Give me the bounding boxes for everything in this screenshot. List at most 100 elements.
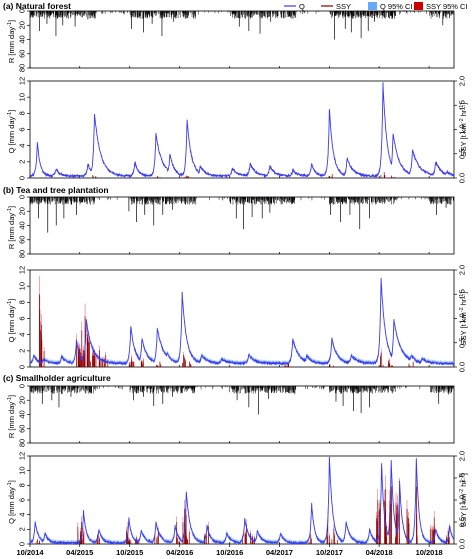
x-tick-label: 04/2015	[66, 548, 93, 557]
panel-a-ssy-bars	[29, 172, 430, 178]
panel-b-q-line	[29, 278, 455, 367]
q-tick-label: 12	[18, 266, 27, 274]
rain-tick-label: 20	[18, 207, 27, 215]
ssy-tick-label: 0.0	[458, 539, 467, 549]
rain-tick-label: 0	[18, 195, 27, 199]
q-tick-label: 4	[18, 333, 27, 337]
q-tick-label: 6	[18, 498, 27, 502]
panel-c-rain-axis: 0 20 40 60 80R [mm day-1]	[7, 384, 30, 447]
q-tick-label: 12	[18, 77, 27, 85]
q-tick-label: 4	[18, 513, 27, 517]
rain-tick-label: 80	[18, 64, 27, 72]
q-tick-label: 8	[18, 483, 27, 487]
panel-c-ssy-axis: 0.0 0.5 1.0 1.5 2.0 SSY [t km-2 hr-1]	[454, 451, 468, 549]
panel-b-rain-axis: 0 20 40 60 80R [mm day-1]	[7, 195, 30, 258]
q-tick-label: 4	[18, 144, 27, 148]
panel-c-rain-frame	[29, 385, 455, 444]
legend-ssy-label: SSY	[336, 2, 351, 11]
panel-c-q-axis: 0 2 4 6 8 10 12 Q [mm day-1]	[7, 452, 30, 546]
q-axis-label: Q [mm day-1]	[7, 480, 16, 524]
panel-a-q-line	[29, 82, 455, 179]
panel-b-q-axis: 0 2 4 6 8 10 12 Q [mm day-1]	[7, 266, 30, 369]
panel-b-ci	[30, 275, 454, 366]
ssy-tick-label: 0.5	[458, 338, 467, 348]
q-tick-label: 10	[18, 466, 27, 474]
rain-axis-label: R [mm day-1]	[7, 395, 16, 438]
x-tick-label: 10/2018	[416, 548, 443, 557]
legend-q-ci-swatch	[368, 2, 377, 10]
rain-tick-label: 40	[18, 410, 27, 418]
ssy-tick-label: 1.0	[458, 495, 467, 505]
rain-tick-label: 80	[18, 250, 27, 258]
rain-axis-label: R [mm day-1]	[7, 20, 16, 63]
panel-c-title: (c) Smallholder agriculture	[3, 373, 111, 383]
ssy-tick-label: 2.0	[458, 451, 467, 461]
panel-c-ssy-bars	[29, 472, 450, 544]
panel-b-rain-bars	[29, 197, 454, 254]
panel-c-q-line	[29, 456, 455, 546]
q-tick-label: 8	[18, 111, 27, 115]
rain-tick-label: 60	[18, 50, 27, 58]
panel-b-rain-frame	[29, 196, 455, 255]
legend-ssy-ci-swatch	[414, 2, 423, 10]
ssy-tick-label: 1.5	[458, 473, 467, 483]
x-tick-label: 04/2017	[266, 548, 293, 557]
ssy-tick-label: 1.5	[458, 289, 467, 299]
panel-a-ssy-axis: 0.0 0.5 1.0 1.5 2.0 SSY [t km-2 hr-1]	[454, 76, 468, 183]
rain-tick-label: 20	[18, 21, 27, 29]
rain-tick-label: 60	[18, 425, 27, 433]
q-tick-label: 2	[18, 527, 27, 531]
q-axis-label: Q [mm day-1]	[7, 110, 16, 154]
q-axis-label: Q [mm day-1]	[7, 299, 16, 343]
q-tick-label: 2	[18, 349, 27, 353]
ssy-axis-label: SSY [t km-2 hr-1]	[459, 103, 468, 157]
panel-a-q-axis: 0 2 4 6 8 10 12 Q [mm day-1]	[7, 77, 30, 180]
panel-a-rain-frame	[29, 10, 455, 69]
legend-ssy-ci-label: SSY 95% CI	[426, 2, 468, 11]
q-tick-label: 10	[18, 93, 27, 101]
ssy-tick-label: 0.5	[458, 149, 467, 159]
x-tick-label: 04/2016	[166, 548, 193, 557]
ssy-tick-label: 1.5	[458, 100, 467, 110]
panel-a-rain-axis: 0 20 40 60 80R [mm day-1]	[7, 9, 30, 72]
rain-axis-label: R [mm day-1]	[7, 206, 16, 249]
q-ci-band	[30, 275, 454, 366]
x-axis: 10/2014 04/2015 10/2015 04/2016 10/2016 04/20…	[16, 544, 443, 557]
panel-a-q-frame	[29, 80, 455, 179]
legend-q-label: Q	[299, 2, 305, 11]
rain-tick-label: 0	[18, 384, 27, 388]
q-tick-label: 12	[18, 452, 27, 460]
q-tick-label: 6	[18, 127, 27, 131]
x-tick-label: 10/2014	[16, 548, 44, 557]
x-tick-label: 04/2018	[366, 548, 393, 557]
q-tick-label: 0	[18, 176, 27, 180]
q-tick-label: 6	[18, 316, 27, 320]
ssy-tick-label: 1.0	[458, 313, 467, 323]
panel-b-title: (b) Tea and tree plantation	[3, 185, 109, 195]
panel-b-ssy-bars	[29, 276, 430, 367]
q-tick-label: 0	[18, 542, 27, 546]
rain-tick-label: 40	[18, 221, 27, 229]
rain-tick-label: 20	[18, 396, 27, 404]
panel-a-title: (a) Natural forest	[3, 1, 71, 11]
x-tick-label: 10/2015	[116, 548, 143, 557]
q-tick-label: 0	[18, 365, 27, 369]
ssy-axis-label: SSY [t km-2 hr-1]	[459, 292, 468, 346]
ssy-tick-label: 0.0	[458, 173, 467, 183]
rain-tick-label: 80	[18, 439, 27, 447]
rain-tick-label: 0	[18, 9, 27, 13]
ssy-tick-label: 0.5	[458, 517, 467, 527]
panel-a-rain-bars	[29, 11, 454, 68]
x-tick-label: 10/2016	[216, 548, 243, 557]
q-tick-label: 2	[18, 160, 27, 164]
q-tick-label: 10	[18, 282, 27, 290]
q-tick-label: 8	[18, 300, 27, 304]
legend: Q SSY Q 95% CI SSY 95% CI	[284, 2, 468, 11]
panel-c-rain-bars	[29, 386, 454, 443]
ssy-tick-label: 2.0	[458, 265, 467, 275]
panel-b-ssy-axis: 0.0 0.5 1.0 1.5 2.0 SSY [t km-2 hr-1]	[454, 265, 468, 372]
